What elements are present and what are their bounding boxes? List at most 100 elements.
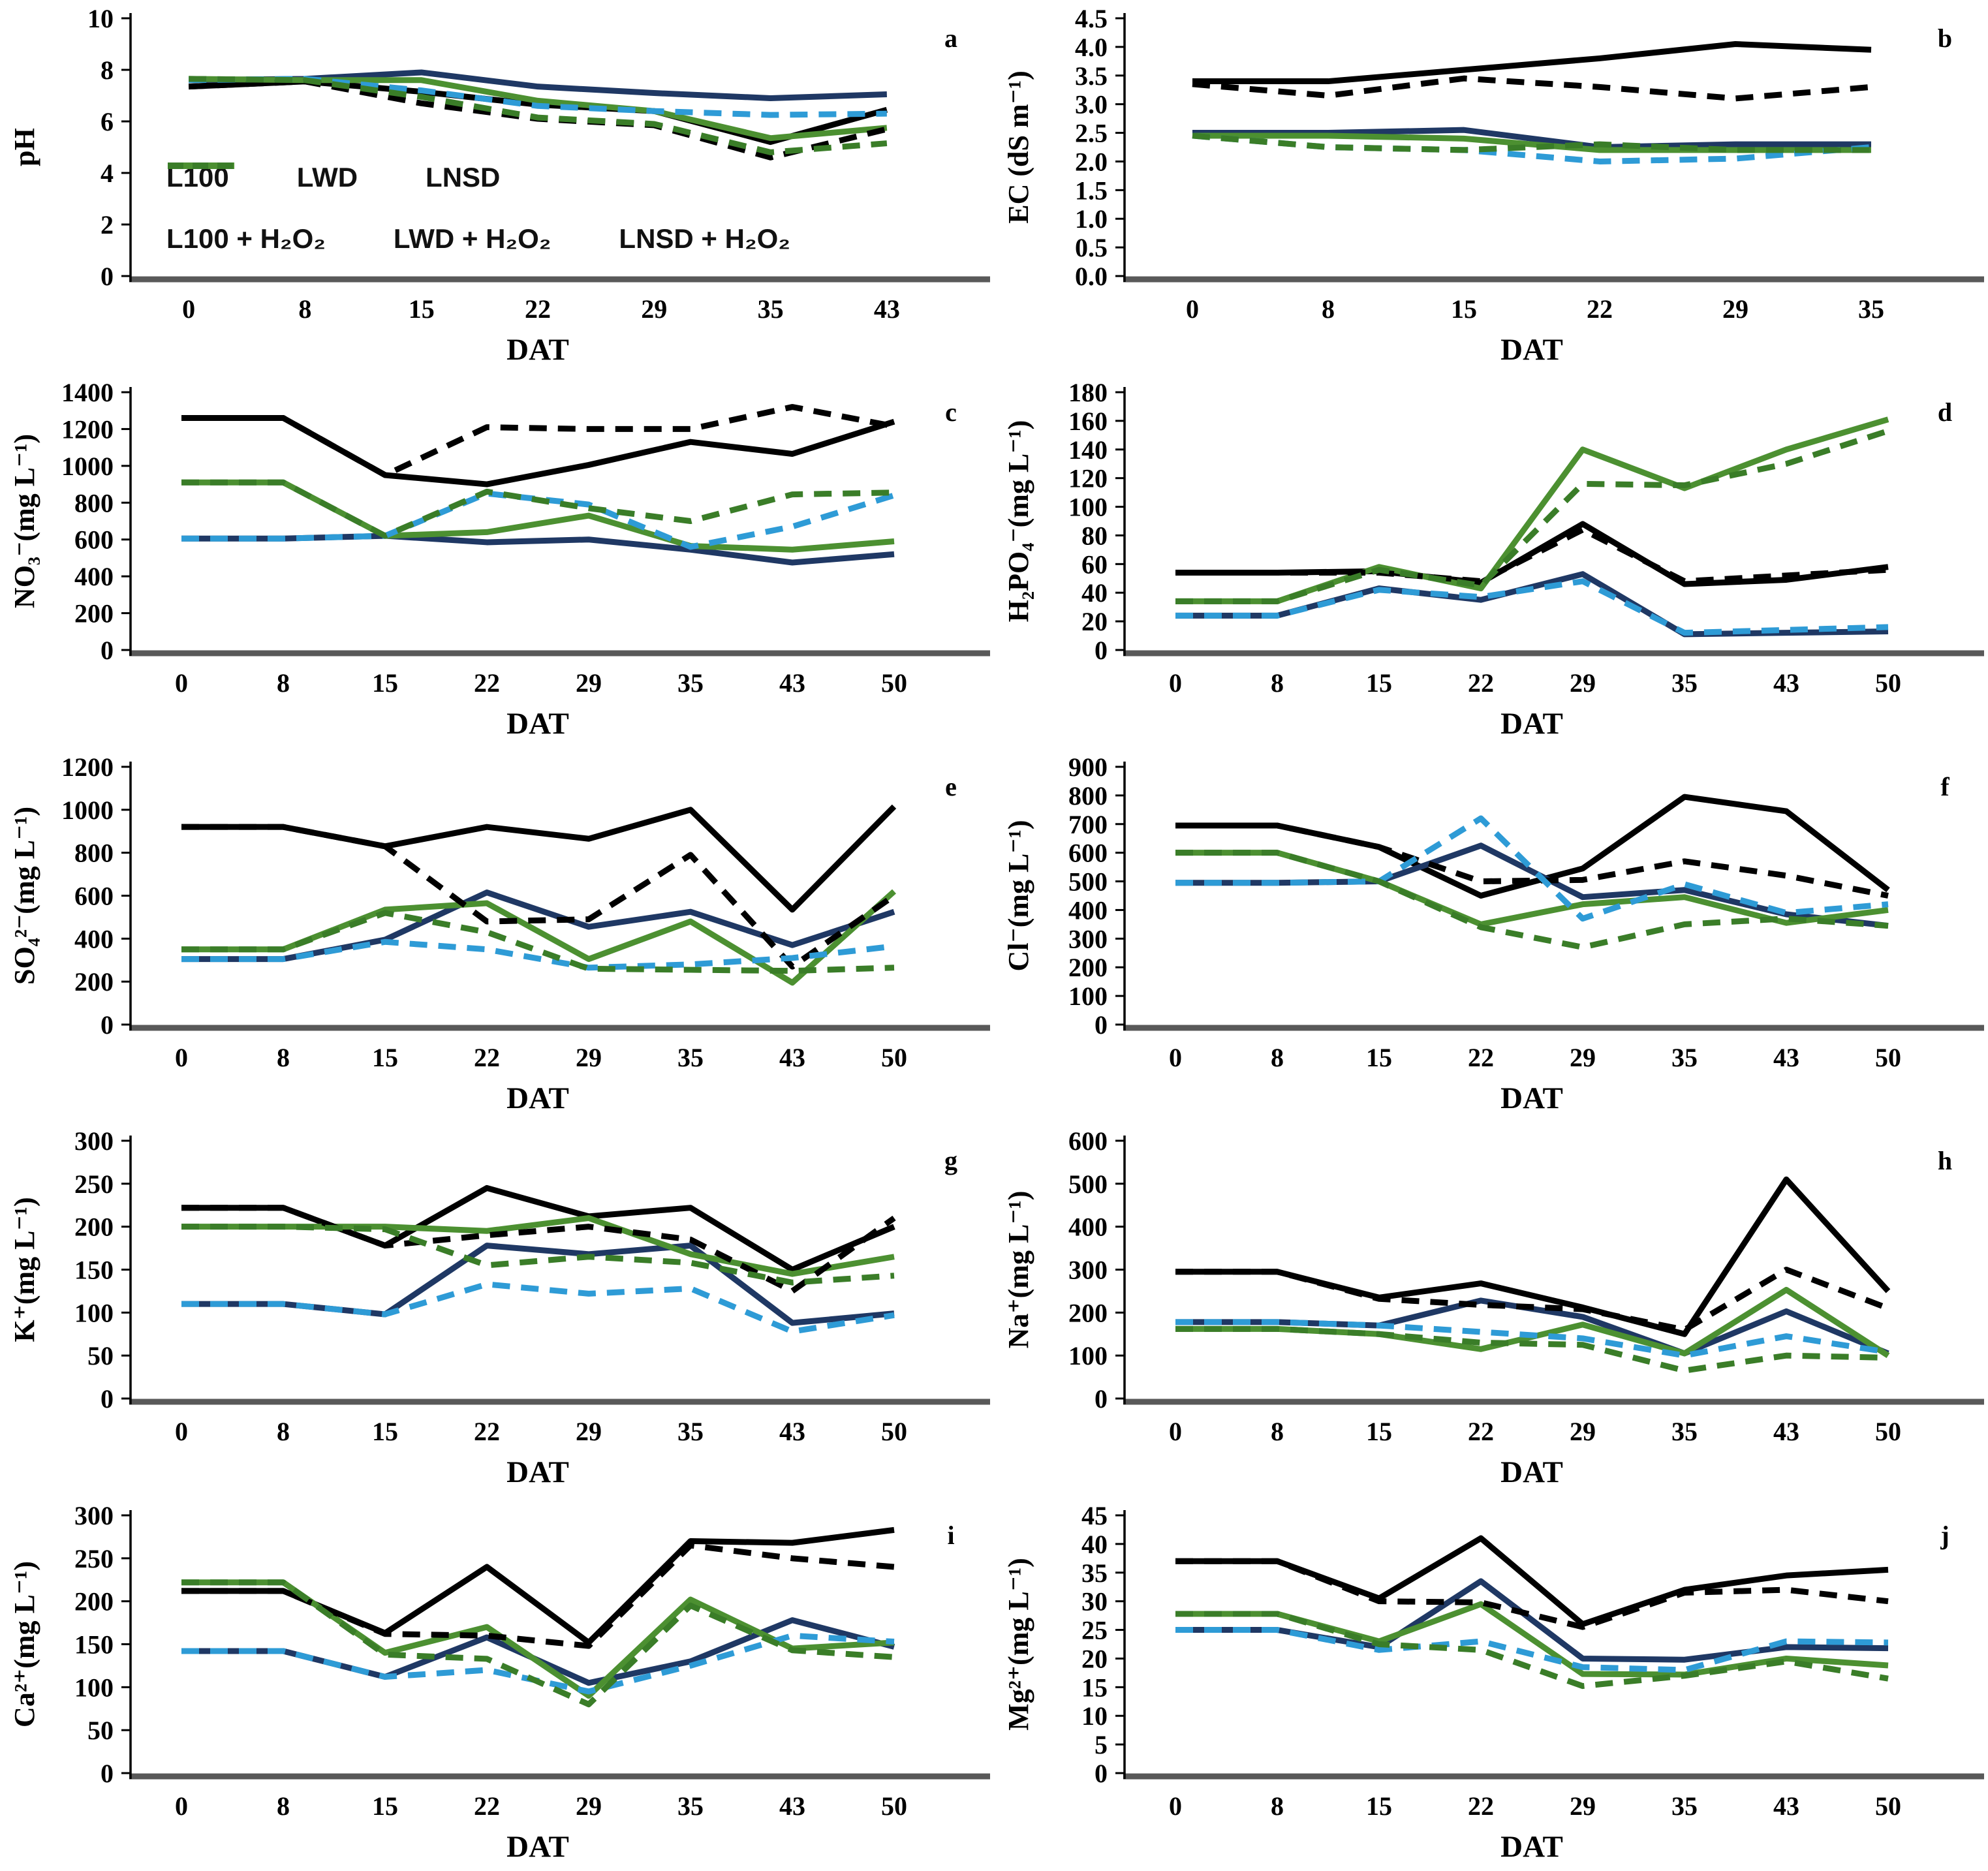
x-tick-label: 50 xyxy=(1875,668,1901,698)
legend-item-lwd_h2o2: LWD + H₂O₂ xyxy=(168,162,551,255)
y-tick-label: 0 xyxy=(101,1384,114,1414)
y-tick-label: 120 xyxy=(1068,464,1108,493)
y-tick-label: 700 xyxy=(1068,810,1108,839)
x-tick-label: 50 xyxy=(881,668,907,698)
y-tick-label: 500 xyxy=(1068,867,1108,896)
y-tick-label: 0.0 xyxy=(1075,262,1108,291)
series-line-l100 xyxy=(1192,41,1872,85)
panel-letter-i: i xyxy=(947,1521,954,1550)
x-axis-title: DAT xyxy=(506,333,569,367)
x-tick-label: 8 xyxy=(298,294,311,324)
y-tick-label: 1.5 xyxy=(1075,176,1108,205)
panel-i: 0 50 100 150 200 250 300 0 8 15 22 29 35 43 50 DAT Ca²⁺(… xyxy=(0,1497,994,1871)
y-tick-label: 10 xyxy=(1081,1701,1108,1731)
series-line-lnsd_h2o2 xyxy=(181,1224,895,1286)
legend-row: L100 LWD LNSD xyxy=(166,162,790,193)
x-tick-label: 35 xyxy=(677,1417,704,1446)
series-line-lnsd_h2o2 xyxy=(181,1579,895,1707)
x-tick-label: 29 xyxy=(1570,1791,1596,1821)
x-tick-label: 50 xyxy=(881,1417,907,1446)
x-tick-label: 29 xyxy=(576,1417,602,1446)
panel-c: 0 200 400 600 800 1000 1200 1400 0 8 15 22 29 35 43 50 D… xyxy=(0,374,994,748)
y-tick-label: 150 xyxy=(74,1256,114,1285)
x-tick-label: 8 xyxy=(277,668,290,698)
legend-item-lnsd_h2o2: LNSD + H₂O₂ xyxy=(168,162,790,255)
chart-e: 0 200 400 600 800 1000 1200 0 8 15 22 29 35 43 50 DAT SO… xyxy=(8,752,990,1115)
x-tick-label: 35 xyxy=(677,668,704,698)
series-line-lwd_h2o2 xyxy=(181,1281,895,1335)
x-tick-label: 15 xyxy=(372,1791,398,1821)
x-tick-label: 50 xyxy=(881,1043,907,1072)
x-tick-label: 50 xyxy=(1875,1791,1901,1821)
y-tick-label: 400 xyxy=(74,924,114,953)
series-line-lnsd_h2o2 xyxy=(181,480,895,539)
y-axis-title: EC (dS m⁻¹) xyxy=(1002,70,1034,223)
x-tick-label: 22 xyxy=(525,294,551,324)
x-tick-label: 50 xyxy=(1875,1417,1901,1446)
y-tick-label: 250 xyxy=(74,1543,114,1573)
y-axis-title: Ca²⁺(mg L⁻¹) xyxy=(8,1561,40,1727)
legend-label: LNSD + H₂O₂ xyxy=(619,223,790,254)
x-tick-label: 35 xyxy=(1671,1417,1698,1446)
y-tick-label: 3.5 xyxy=(1075,61,1108,91)
y-axis-title: NO₃⁻(mg L⁻¹) xyxy=(8,434,40,608)
series-line-l100_h2o2 xyxy=(1175,527,1889,585)
y-tick-label: 0 xyxy=(1095,1384,1108,1414)
panel-f: 0 100 200 300 400 500 600 700 800 900 0 8 15 22 29 35 43… xyxy=(994,749,1988,1122)
series-line-l100_h2o2 xyxy=(181,404,895,478)
x-tick-label: 0 xyxy=(175,1417,188,1446)
x-tick-label: 8 xyxy=(1271,1043,1284,1072)
x-tick-label: 43 xyxy=(779,1791,805,1821)
series-line-lwd_h2o2 xyxy=(1175,815,1889,921)
x-axis-title: DAT xyxy=(1500,1830,1563,1864)
y-tick-label: 2.0 xyxy=(1075,147,1108,176)
y-tick-label: 10 xyxy=(87,4,114,33)
y-tick-label: 300 xyxy=(74,1501,114,1530)
panel-letter-b: b xyxy=(1938,23,1952,53)
y-tick-label: 800 xyxy=(74,838,114,867)
y-axis-title: SO₄²⁻(mg L⁻¹) xyxy=(8,807,40,985)
x-tick-label: 22 xyxy=(1468,1791,1494,1821)
series-line-lwd_h2o2 xyxy=(1175,578,1889,636)
x-tick-label: 8 xyxy=(277,1791,290,1821)
y-axis-title: Na⁺(mg L⁻¹) xyxy=(1002,1191,1034,1349)
x-axis-title: DAT xyxy=(1500,707,1563,741)
x-tick-label: 22 xyxy=(1468,1417,1494,1446)
x-tick-label: 15 xyxy=(1451,294,1477,324)
y-tick-label: 100 xyxy=(1068,493,1108,522)
series-line-lnsd_h2o2 xyxy=(1175,1326,1889,1374)
y-tick-label: 1000 xyxy=(61,452,114,481)
y-tick-label: 2 xyxy=(101,210,114,240)
series-line-l100_h2o2 xyxy=(181,824,896,970)
y-tick-label: 0 xyxy=(1095,1010,1108,1040)
x-tick-label: 8 xyxy=(277,1043,290,1072)
x-tick-label: 22 xyxy=(1587,294,1613,324)
y-tick-label: 300 xyxy=(74,1126,114,1156)
panel-b: 0.0 0.5 1.0 1.5 2.0 2.5 3.0 3.5 4.0 4.5 0 8 15 22 29 35… xyxy=(994,0,1988,374)
y-tick-label: 1200 xyxy=(61,415,114,444)
series-line-lnsd_h2o2 xyxy=(1175,1611,1889,1689)
panel-letter-d: d xyxy=(1938,397,1952,427)
y-tick-label: 600 xyxy=(74,525,114,555)
series-line-l100 xyxy=(181,804,897,913)
y-axis-title: pH xyxy=(8,128,40,166)
x-tick-label: 29 xyxy=(576,668,602,698)
x-tick-label: 15 xyxy=(372,1417,398,1446)
y-axis-title: Cl⁻(mg L⁻¹) xyxy=(1002,820,1034,971)
legend-label: L100 + H₂O₂ xyxy=(166,223,326,254)
panel-e: 0 200 400 600 800 1000 1200 0 8 15 22 29 35 43 50 DAT SO… xyxy=(0,749,994,1122)
legend-item-l100_h2o2: L100 + H₂O₂ xyxy=(166,162,326,255)
y-tick-label: 1200 xyxy=(61,752,114,782)
panel-letter-f: f xyxy=(1940,772,1949,801)
y-tick-label: 600 xyxy=(1068,838,1108,867)
x-tick-label: 0 xyxy=(1169,1791,1182,1821)
x-tick-label: 22 xyxy=(1468,1043,1494,1072)
y-tick-label: 500 xyxy=(1068,1169,1108,1199)
y-tick-label: 45 xyxy=(1081,1501,1108,1530)
y-tick-label: 200 xyxy=(1068,953,1108,982)
chart-i: 0 50 100 150 200 250 300 0 8 15 22 29 35 43 50 DAT Ca²⁺(… xyxy=(8,1501,990,1864)
y-tick-label: 180 xyxy=(1068,378,1108,407)
y-tick-label: 140 xyxy=(1068,435,1108,465)
x-tick-label: 8 xyxy=(1322,294,1335,324)
series-line-lnsd_h2o2 xyxy=(1175,428,1889,605)
